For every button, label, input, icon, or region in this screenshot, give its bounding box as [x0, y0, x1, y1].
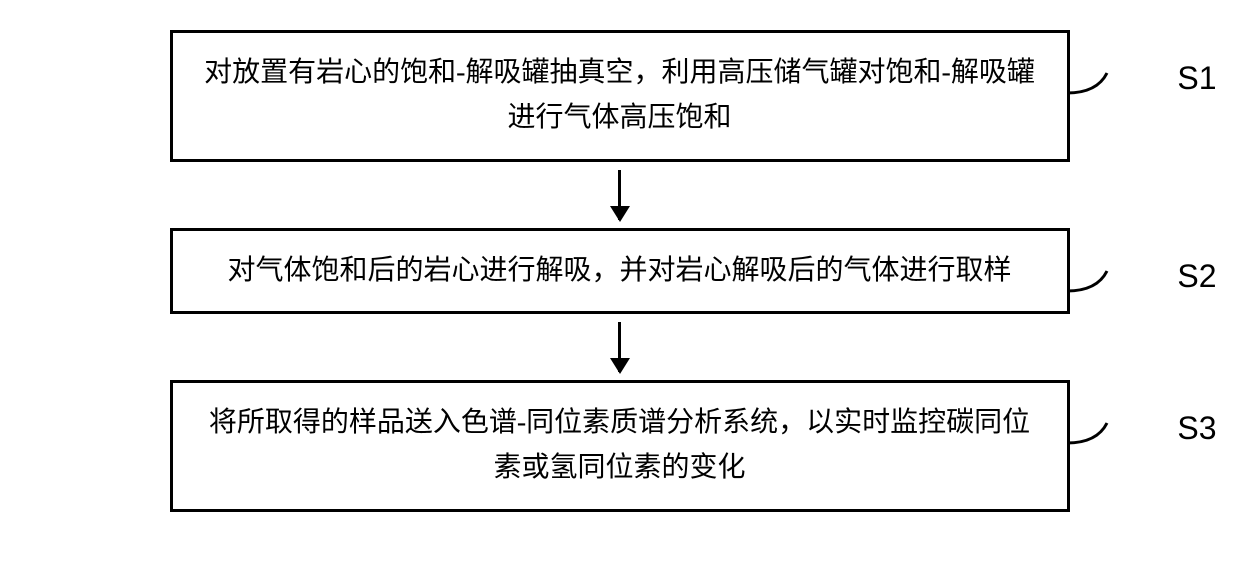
step-box-s2: 对气体饱和后的岩心进行解吸，并对岩心解吸后的气体进行取样 S2: [170, 228, 1070, 315]
step-label: S1: [1177, 53, 1216, 104]
step-text: 将所取得的样品送入色谱-同位素质谱分析系统，以实时监控碳同位素或氢同位素的变化: [209, 407, 1030, 483]
flowchart-diagram: 对放置有岩心的饱和-解吸罐抽真空，利用高压储气罐对饱和-解吸罐进行气体高压饱和 …: [0, 0, 1239, 563]
step-label: S2: [1177, 251, 1216, 302]
label-connector: [1067, 68, 1127, 98]
arrow-down-icon: [618, 322, 621, 372]
step-text: 对气体饱和后的岩心进行解吸，并对岩心解吸后的气体进行取样: [227, 255, 1011, 286]
label-connector: [1067, 266, 1127, 296]
step-box-s1: 对放置有岩心的饱和-解吸罐抽真空，利用高压储气罐对饱和-解吸罐进行气体高压饱和 …: [170, 30, 1070, 162]
label-connector: [1067, 418, 1127, 448]
arrow-down-icon: [618, 170, 621, 220]
step-label: S3: [1177, 403, 1216, 454]
step-text: 对放置有岩心的饱和-解吸罐抽真空，利用高压储气罐对饱和-解吸罐进行气体高压饱和: [204, 57, 1035, 133]
step-box-s3: 将所取得的样品送入色谱-同位素质谱分析系统，以实时监控碳同位素或氢同位素的变化 …: [170, 380, 1070, 512]
